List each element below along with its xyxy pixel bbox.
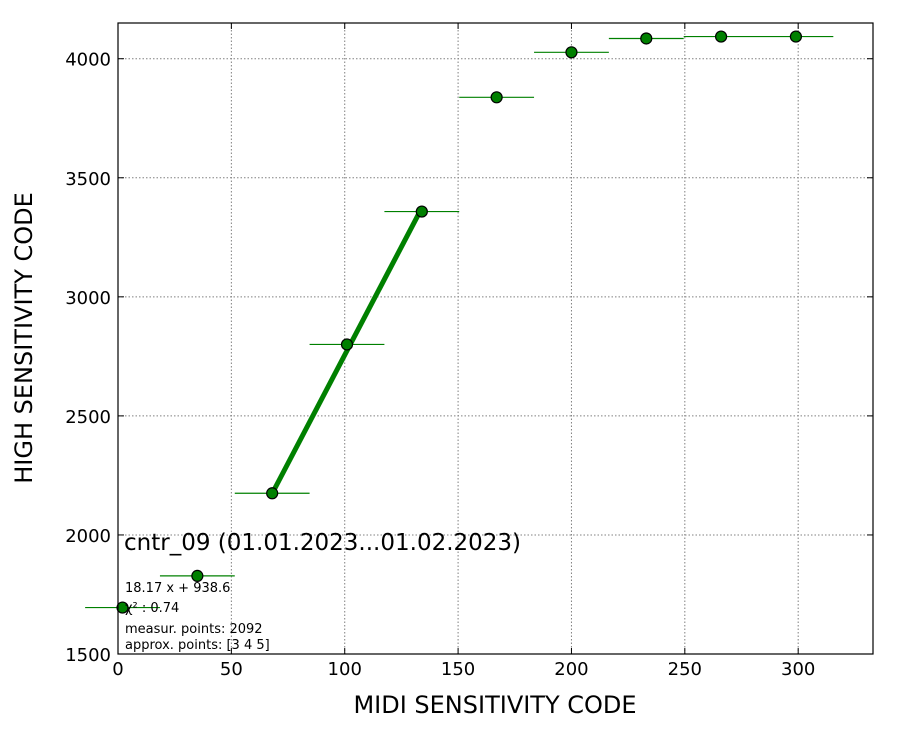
data-point: [789, 30, 803, 43]
grid: [118, 23, 873, 654]
x-tick-label: 0: [112, 659, 123, 680]
x-tick-label: 300: [781, 659, 815, 680]
y-tick-label: 2000: [65, 526, 111, 547]
annotation-approx-points: approx. points: [3 4 5]: [125, 638, 270, 653]
data-point: [490, 91, 503, 104]
y-tick-label: 4000: [65, 50, 111, 71]
annotation-equation: 18.17 x + 938.6: [125, 581, 230, 596]
error-bars: [85, 35, 834, 609]
x-tick-label: 200: [554, 659, 588, 680]
data-point: [714, 30, 728, 43]
y-tick-label: 3500: [65, 169, 111, 190]
data-point: [266, 487, 279, 500]
y-tick-label: 2500: [65, 407, 111, 428]
annotation-heading: cntr_09 (01.01.2023...01.02.2023): [124, 530, 521, 556]
data-points: [116, 30, 803, 614]
x-tick-label: 50: [220, 659, 243, 680]
data-point: [415, 205, 428, 218]
annotation-measur-points: measur. points: 2092: [125, 622, 263, 637]
y-tick-label: 3000: [65, 288, 111, 309]
axis-ticks: 0 50 100 150 200 250 300 1500 2000 2500 3000 3500 40…: [65, 23, 873, 680]
y-tick-label: 1500: [65, 645, 111, 666]
fit-line: [269, 206, 425, 495]
data-point: [565, 46, 578, 59]
x-tick-label: 250: [668, 659, 702, 680]
y-axis-label: HIGH SENSITIVITY CODE: [10, 192, 38, 484]
x-tick-label: 150: [441, 659, 475, 680]
data-point: [640, 32, 653, 45]
plot-frame: [117, 22, 874, 655]
x-axis-label: MIDI SENSITIVITY CODE: [353, 691, 636, 719]
data-point: [116, 601, 129, 614]
data-point: [340, 338, 354, 351]
fit-line-group: [269, 206, 425, 495]
data-point: [191, 569, 204, 582]
x-tick-label: 100: [328, 659, 362, 680]
annotation-chi2: χ² : 0.74: [125, 601, 179, 616]
